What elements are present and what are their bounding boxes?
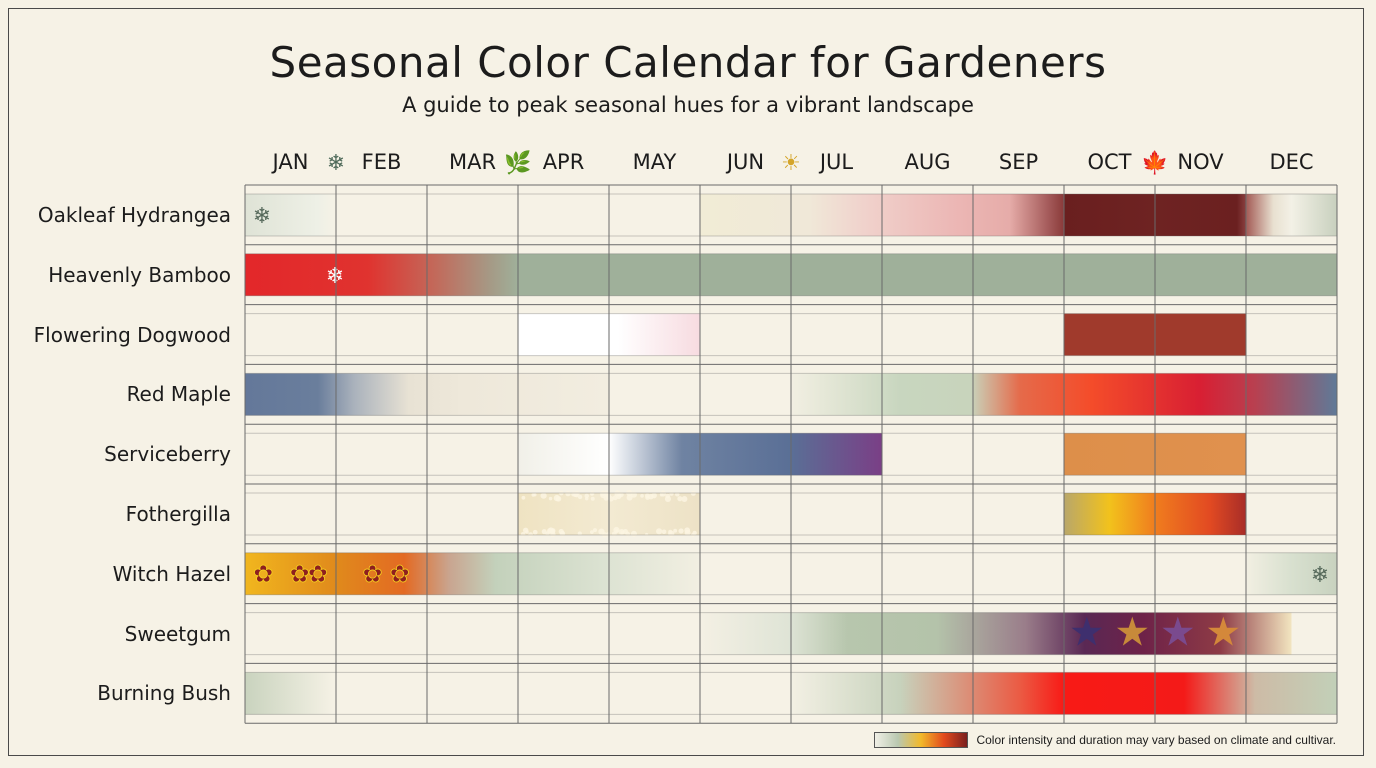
bloom-texture — [660, 490, 666, 496]
bloom-texture — [613, 527, 619, 533]
bloom-texture — [593, 528, 597, 532]
bloom-texture — [603, 495, 609, 501]
star-icon: ★ — [1205, 611, 1241, 655]
flower-icon: ✿ — [308, 561, 328, 588]
bloom-texture — [521, 496, 525, 500]
bloom-texture — [547, 528, 553, 534]
bloom-texture — [559, 529, 564, 534]
flower-icon: ✿ — [362, 561, 382, 588]
snowflake-icon: ❄ — [1311, 562, 1329, 587]
bloom-texture — [606, 532, 610, 536]
color-band — [1246, 194, 1337, 236]
bloom-texture — [578, 495, 582, 499]
bloom-texture — [591, 497, 595, 501]
snowflake-icon: ❄ — [326, 263, 344, 288]
bloom-texture — [656, 528, 662, 534]
color-band — [245, 672, 336, 714]
bloom-texture — [618, 493, 621, 496]
color-band — [518, 254, 1337, 296]
bloom-texture — [549, 497, 552, 500]
legend-gradient-swatch — [874, 732, 968, 748]
bloom-texture — [523, 528, 528, 533]
bloom-texture — [631, 531, 637, 537]
star-icon: ★ — [1114, 611, 1150, 655]
snowflake-icon: ❄ — [253, 203, 271, 228]
bloom-texture — [533, 530, 538, 535]
bloom-texture — [540, 493, 546, 499]
flower-icon: ✿ — [390, 561, 410, 588]
bloom-texture — [677, 496, 682, 501]
legend: Color intensity and duration may vary ba… — [874, 732, 1336, 748]
bloom-texture — [684, 527, 690, 533]
bloom-texture — [673, 529, 677, 533]
bloom-texture — [619, 529, 625, 535]
legend-note: Color intensity and duration may vary ba… — [976, 733, 1336, 747]
bloom-texture — [640, 494, 644, 498]
bloom-texture — [668, 530, 672, 534]
bloom-texture — [662, 530, 667, 535]
bloom-texture — [531, 493, 535, 497]
flower-icon: ✿ — [290, 561, 310, 588]
bloom-texture — [585, 494, 589, 498]
bloom-texture — [554, 495, 560, 501]
color-band — [700, 613, 1292, 655]
star-icon: ★ — [1069, 611, 1105, 655]
color-band — [245, 254, 518, 296]
star-icon: ★ — [1160, 611, 1196, 655]
plant-row: ★ ★ ★ ★ — [700, 611, 1292, 655]
bloom-texture — [645, 493, 650, 498]
bloom-texture — [679, 528, 684, 533]
bloom-texture — [669, 492, 673, 496]
bloom-texture — [565, 491, 570, 496]
flower-icon: ✿ — [253, 561, 273, 588]
